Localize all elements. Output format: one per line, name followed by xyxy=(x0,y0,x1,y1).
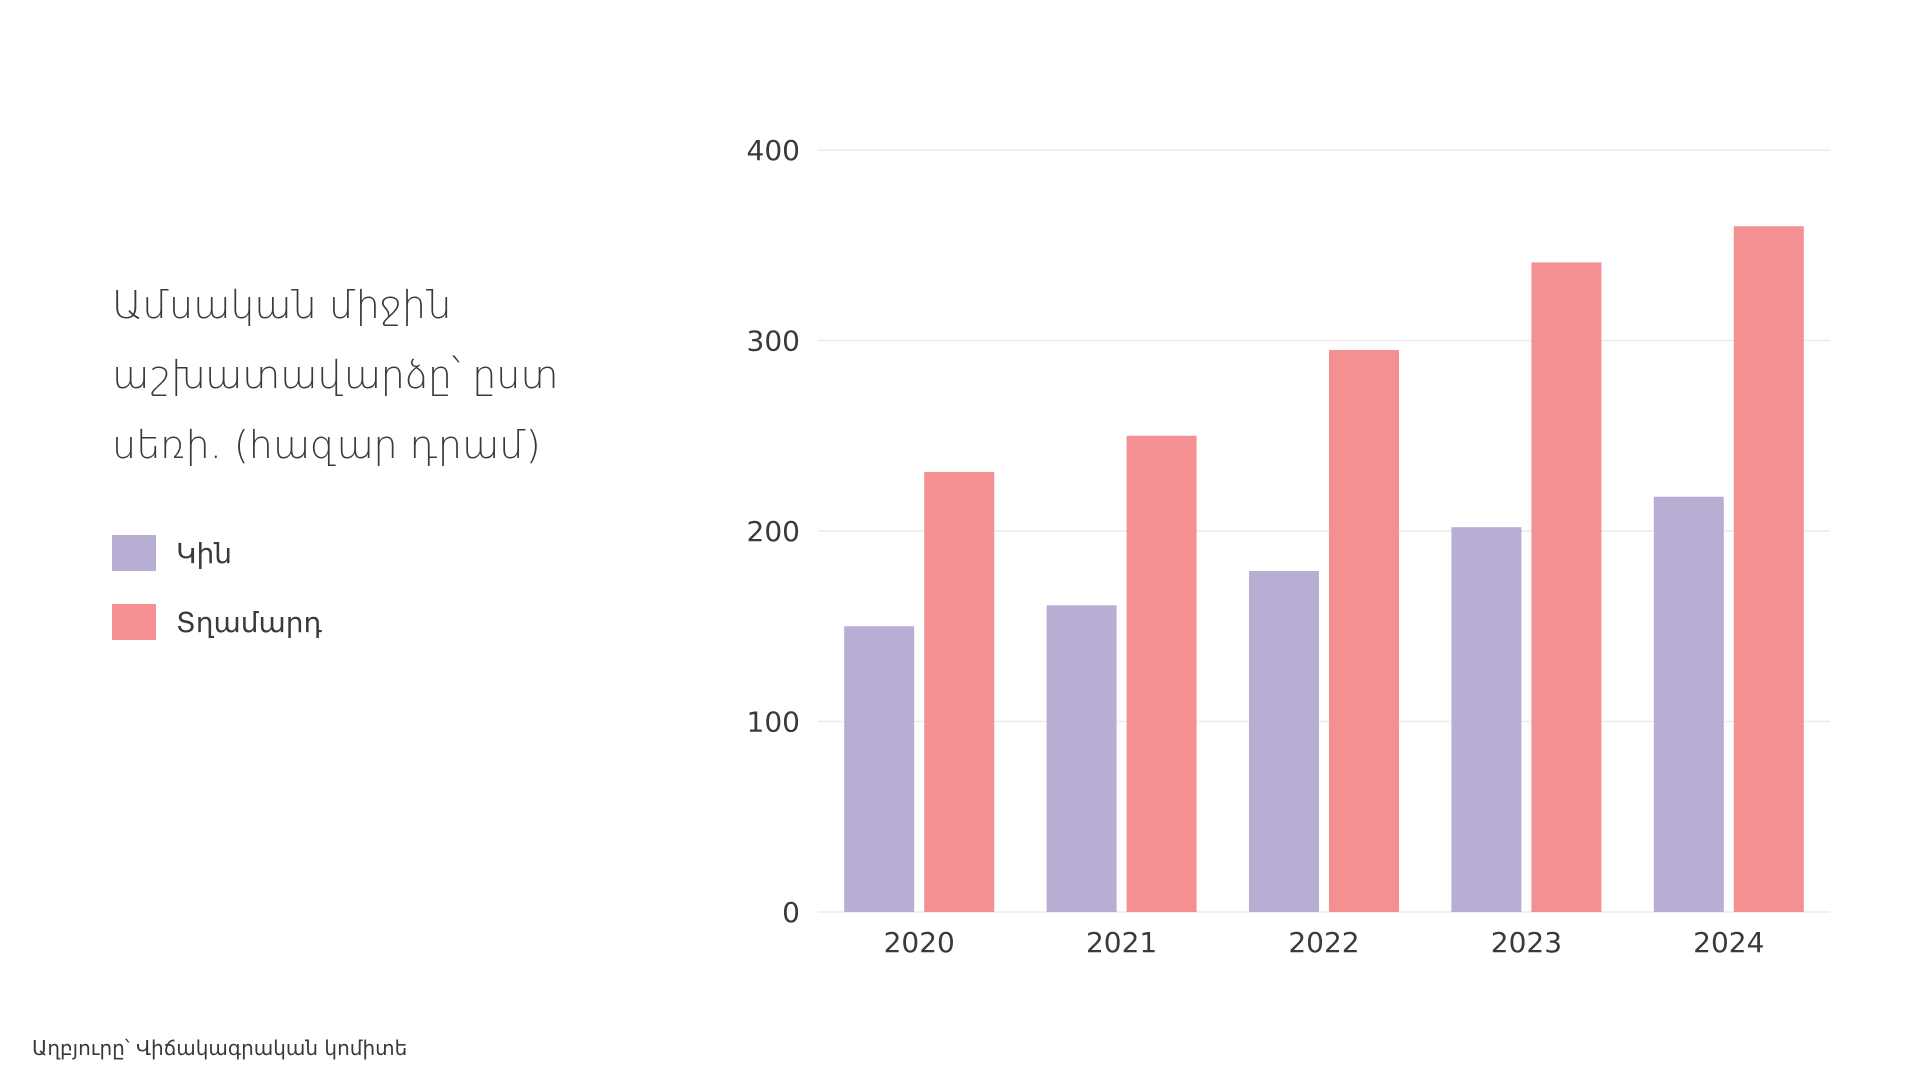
chart-title-line-2: աշխատավարձը՝ ըստ xyxy=(112,353,559,397)
bar-men-2021 xyxy=(1126,435,1197,912)
bars xyxy=(844,226,1804,912)
source-note: Աղբյուրը՝ Վիճակագրական կոմիտե xyxy=(32,1036,408,1060)
chart-title-line-3: սեռի. (հազար դրամ) xyxy=(112,423,541,467)
x-tick-label: 2021 xyxy=(1086,926,1157,959)
legend-swatch-men xyxy=(112,604,156,640)
bar-women-2021 xyxy=(1046,605,1117,912)
x-tick-label: 2020 xyxy=(884,926,955,959)
legend-item-women: Կին xyxy=(112,530,322,576)
x-tick-label: 2023 xyxy=(1491,926,1562,959)
bar-women-2020 xyxy=(844,626,915,912)
bar-men-2022 xyxy=(1329,350,1399,912)
bar-women-2023 xyxy=(1451,527,1522,912)
legend-label-men: Տղամարդ xyxy=(176,605,323,639)
y-axis-tick-labels: 0 100 200 300 400 xyxy=(747,134,800,929)
y-tick-label: 400 xyxy=(747,134,800,167)
x-tick-label: 2022 xyxy=(1288,926,1359,959)
chart-title-line-1: Ամսական միջին xyxy=(112,283,452,327)
legend-swatch-women xyxy=(112,535,156,571)
bar-men-2020 xyxy=(924,471,995,912)
bar-men-2024 xyxy=(1733,226,1804,912)
legend-item-men: Տղամարդ xyxy=(112,599,322,645)
chart-title: Ամսական միջին աշխատավարձը՝ ըստ սեռի. (հա… xyxy=(112,270,632,480)
y-tick-label: 200 xyxy=(747,515,800,548)
y-tick-label: 100 xyxy=(747,706,800,739)
y-tick-label: 0 xyxy=(782,896,800,929)
chart-title-block: Ամսական միջին աշխատավարձը՝ ըստ սեռի. (հա… xyxy=(112,270,632,480)
bar-women-2024 xyxy=(1653,496,1724,912)
bar-women-2022 xyxy=(1249,571,1319,912)
x-tick-label: 2024 xyxy=(1693,926,1764,959)
y-tick-label: 300 xyxy=(747,325,800,358)
legend-label-women: Կին xyxy=(176,536,232,570)
legend: Կին Տղամարդ xyxy=(112,530,322,668)
x-axis-tick-labels: 2020 2021 2022 2023 2024 xyxy=(884,926,1765,959)
bar-men-2023 xyxy=(1531,262,1602,912)
